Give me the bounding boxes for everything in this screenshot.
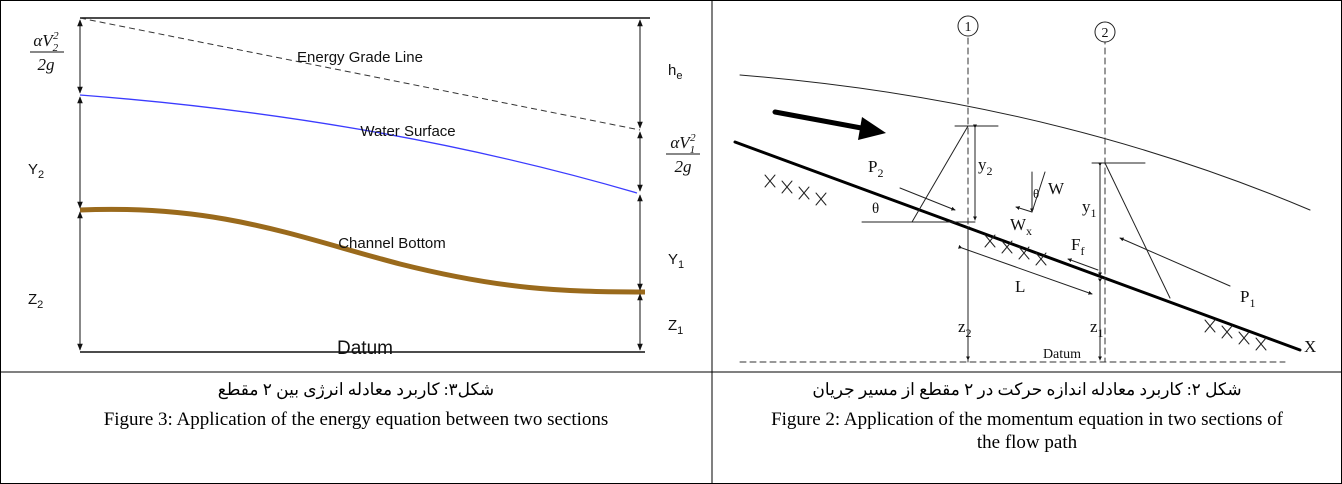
pressure-diagram (1104, 162, 1171, 299)
caption-fa: شکل ۲: کاربرد معادله اندازه حرکت در ۲ مق… (812, 380, 1242, 399)
length-arrow (957, 244, 1093, 295)
subscript: 1 (690, 144, 696, 156)
flow-arrowhead (858, 117, 886, 140)
energy-grade-line-label: Energy Grade Line (297, 49, 423, 66)
datum-label: Datum (1043, 347, 1081, 362)
base: Z (28, 291, 37, 308)
water-surface-line (79, 94, 638, 194)
section-circle (957, 15, 979, 37)
energy-grade-line (79, 17, 641, 131)
depth-downstream-label: y1 (1082, 197, 1097, 220)
pressure-upstream-label: P2 (868, 157, 883, 180)
weight-angle-label: θ (1033, 186, 1039, 201)
subscript: 1 (1091, 206, 1097, 220)
water-surface-label: Water Surface (360, 123, 455, 140)
caption-en: Figure 2: Application of the momentum eq… (771, 409, 1283, 453)
base: z (1090, 317, 1098, 336)
base: y (978, 155, 987, 174)
subscript: 1 (678, 259, 684, 271)
datum-label: Datum (337, 338, 393, 359)
caption-en: Figure 3: Application of the energy equa… (103, 409, 609, 430)
weight-label: W (1048, 179, 1065, 198)
weight-component-arrow (1015, 206, 1033, 213)
base: Y (668, 251, 678, 268)
hatch (764, 174, 827, 206)
subscript: 2 (966, 326, 972, 340)
energy-head-upstream: αV22 (33, 30, 59, 54)
friction-label: Ff (1071, 235, 1084, 258)
energy-head-upstream-denominator: 2g (38, 55, 55, 74)
subscript: 2 (987, 164, 993, 178)
elevation-upstream-label: z2 (958, 317, 972, 340)
figure-2-caption: شکل ۲: کاربرد معادله اندازه حرکت در ۲ مق… (712, 374, 1342, 482)
section-2-label: 2 (1102, 26, 1109, 41)
subscript: 2 (37, 299, 43, 311)
base: z (958, 317, 966, 336)
energy-head-downstream: αV12 (670, 132, 696, 156)
friction-arrow (1067, 258, 1099, 271)
depth-upstream-label: y2 (978, 155, 993, 178)
weight-line (1031, 171, 1046, 213)
hatching (764, 174, 1267, 351)
subscript: 2 (877, 166, 883, 180)
base: P (868, 157, 877, 176)
elevation-downstream-label: Z1 (668, 317, 683, 337)
subscript: e (676, 70, 682, 82)
base: Y (28, 161, 38, 178)
superscript: 2 (53, 30, 59, 42)
subscript: 2 (53, 42, 59, 54)
channel-bottom-line (79, 206, 646, 295)
base: F (1071, 235, 1080, 254)
flow-arrow (772, 109, 875, 133)
base: Z (668, 317, 677, 334)
base: h (668, 62, 676, 79)
figure-2: 1 2 P2 y2 W θ θ Wx Ff y1 P1 L (733, 15, 1316, 363)
depth-downstream-label: Y1 (668, 251, 684, 271)
numerator: αV (33, 31, 55, 50)
water-surface-line (739, 74, 1311, 211)
numerator: αV (670, 133, 692, 152)
base: W (1010, 215, 1027, 234)
axis-label: X (1304, 337, 1316, 356)
pressure-diagram (911, 125, 969, 223)
head-loss-label: he (668, 62, 682, 82)
elevation-upstream-label: Z2 (28, 291, 43, 311)
length-label: L (1015, 277, 1025, 296)
subscript: f (1080, 244, 1084, 258)
section-circle (1094, 21, 1116, 43)
elevation-downstream-label: z1 (1090, 317, 1104, 340)
pressure-arrow (899, 187, 956, 211)
figure-3: αV22 2g Energy Grade Line he Water Surfa… (28, 17, 700, 359)
subscript: 1 (1249, 296, 1255, 310)
figure-3-caption: شکل۳: کاربرد معادله انرژی بین ۲ مقطع Fig… (0, 374, 712, 482)
caption-fa: شکل۳: کاربرد معادله انرژی بین ۲ مقطع (217, 380, 495, 399)
section-1-label: 1 (965, 20, 972, 35)
energy-head-downstream-denominator: 2g (675, 157, 692, 176)
base: y (1082, 197, 1091, 216)
pressure-downstream-label: P1 (1240, 287, 1255, 310)
depth-upstream-label: Y2 (28, 161, 44, 181)
superscript: 2 (690, 132, 696, 144)
hatch (1204, 319, 1267, 351)
subscript: 1 (1098, 326, 1104, 340)
subscript: x (1026, 224, 1032, 238)
weight-component-label: Wx (1010, 215, 1032, 238)
pressure-arrow (1119, 237, 1231, 287)
hatch (984, 234, 1047, 266)
slope-angle-label: θ (872, 201, 879, 217)
channel-bottom-label: Channel Bottom (338, 235, 446, 252)
base: P (1240, 287, 1249, 306)
subscript: 1 (677, 325, 683, 337)
subscript: 2 (38, 169, 44, 181)
